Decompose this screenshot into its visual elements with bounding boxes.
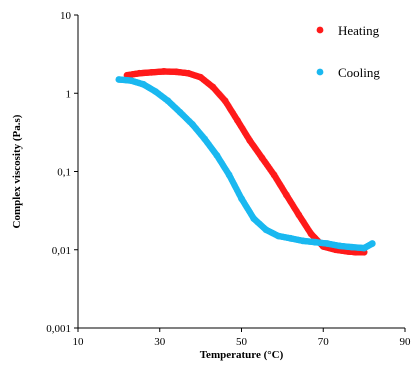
data-point — [360, 244, 368, 252]
data-points — [115, 68, 376, 256]
data-point — [323, 240, 331, 247]
x-axis-label: Temperature (°C) — [200, 349, 284, 361]
data-point — [148, 68, 155, 76]
data-point — [160, 68, 168, 75]
data-point — [311, 238, 319, 246]
x-tick-label: 30 — [154, 336, 166, 348]
y-tick-label: 0,1 — [57, 167, 71, 179]
series-cooling — [115, 76, 376, 252]
y-tick-label: 10 — [60, 10, 72, 22]
legend-label: Heating — [338, 23, 380, 38]
data-point — [246, 136, 254, 144]
data-point — [152, 88, 160, 95]
data-point — [287, 234, 294, 242]
data-point — [176, 108, 184, 116]
data-point — [238, 195, 245, 203]
data-point — [172, 68, 180, 76]
data-point — [115, 76, 123, 83]
y-axis-label: Complex viscosity (Pa.s) — [11, 114, 23, 228]
data-point — [336, 242, 343, 250]
data-point — [295, 211, 303, 219]
y-tick-label: 0,01 — [52, 245, 71, 257]
x-tick-label: 90 — [400, 336, 412, 348]
y-tick-label: 1 — [66, 88, 72, 100]
x-tick-label: 50 — [236, 336, 248, 348]
data-point — [135, 69, 143, 77]
data-point — [209, 83, 217, 91]
y-tick-label: 0,001 — [46, 323, 71, 335]
data-point — [213, 152, 221, 159]
tick-group: 10 30 50 70 90 0,001 0,01 0,1 1 10 — [46, 10, 411, 348]
data-point — [283, 191, 290, 199]
data-point — [140, 80, 147, 88]
x-tick-label: 10 — [73, 336, 85, 348]
data-point — [348, 243, 356, 251]
legend-marker — [316, 26, 324, 34]
legend-label: Cooling — [338, 65, 380, 80]
data-point — [258, 154, 266, 162]
axes — [77, 15, 405, 329]
data-point — [127, 77, 135, 85]
data-point — [250, 215, 258, 223]
data-point — [368, 240, 376, 247]
data-point — [189, 120, 196, 128]
legend-marker — [316, 68, 324, 76]
data-point — [197, 73, 205, 81]
data-point — [262, 226, 270, 234]
data-point — [225, 171, 233, 179]
data-point — [184, 69, 192, 77]
data-point — [164, 97, 172, 105]
data-point — [270, 171, 278, 179]
data-point — [201, 135, 209, 143]
data-point — [221, 97, 229, 105]
data-point — [274, 232, 282, 240]
x-tick-label: 70 — [318, 336, 330, 348]
data-point — [299, 237, 307, 245]
legend: Heating Cooling — [316, 23, 380, 80]
data-point — [307, 230, 315, 238]
data-point — [234, 116, 241, 124]
